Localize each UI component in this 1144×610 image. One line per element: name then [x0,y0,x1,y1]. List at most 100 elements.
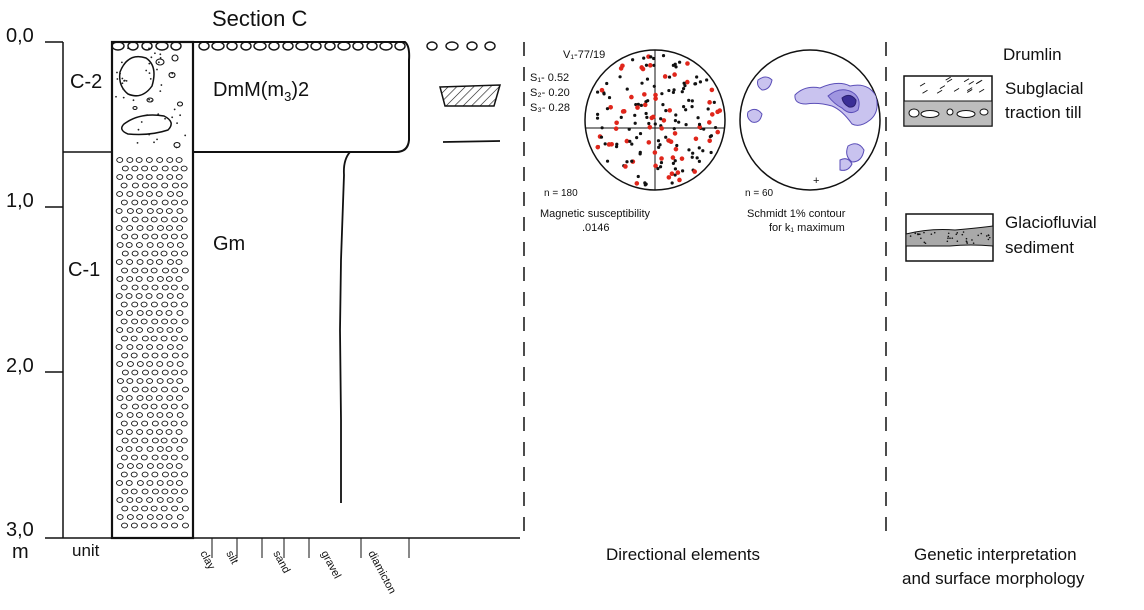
black-point [605,107,610,111]
till-matrix-dot [171,72,174,75]
gravel-clast [146,344,154,350]
s1-label: S₁- 0.52 [530,72,569,84]
till-matrix-dot [148,98,151,101]
black-point [647,121,651,126]
gravel-clast [156,378,164,384]
gravel-clast [141,386,149,393]
till-swatch-clast [920,110,940,118]
gravel-clast [116,174,124,180]
surface-pebble [141,41,153,51]
till-label-2: traction till [1005,103,1082,122]
red-point [677,177,682,183]
gravel-clast [121,505,129,512]
till-matrix-dot [115,95,117,98]
glaciofluvial-dot [947,235,950,238]
section-title: Section C [212,6,307,31]
gravel-clast [166,225,173,231]
glaciofluvial-dot [930,233,933,235]
gravel-clast [156,208,164,214]
red-point [642,92,647,97]
till-clast [171,54,179,62]
till-swatch-dash [936,89,943,94]
glaciofluvial-dot [909,235,912,237]
surface-pebble [379,41,393,51]
gravel-clast [156,293,164,299]
gravel-clast [180,165,188,172]
gravel-clast [167,242,174,248]
black-point [673,167,678,171]
gravel-clast [136,361,144,367]
gravel-clast [131,182,139,189]
black-point [652,63,656,67]
gravel-clast [125,174,133,180]
till-matrix-dot [149,77,152,80]
contour-areas [747,76,878,171]
legend-subglacial-till: Subglacial traction till [903,75,1083,127]
till-matrix-dot [116,71,118,74]
till-matrix-dot [119,72,121,75]
gravel-clast [180,369,188,376]
gravel-clast [121,386,129,393]
red-point [623,164,628,169]
till-swatch-dash [963,78,970,83]
black-point [671,90,676,95]
till-swatch-dash [968,80,974,85]
red-point [642,102,648,108]
legend-glaciofluvial: Glaciofluvial sediment [905,213,1097,262]
gravel-clast [131,165,139,172]
till-swatch-clast [956,110,976,118]
black-point [690,105,694,109]
black-point [658,165,663,169]
gravel-clast [170,454,178,461]
black-point [659,117,663,121]
red-point [649,115,655,121]
gravel-clast [136,310,144,316]
till-swatch-clast [979,108,989,116]
gravel-clast [150,267,158,274]
gravel-clast [126,327,134,333]
till-matrix-dot [150,56,153,59]
black-point [693,82,698,86]
black-point [639,103,643,108]
black-point [698,80,703,84]
red-point [595,144,601,150]
grain-size-scale: clay silt sand gravel diamicton [197,538,410,596]
surface-pebble [337,41,351,51]
red-point [620,109,626,114]
black-point [640,81,644,85]
black-point [697,146,701,150]
gravel-clast [155,191,163,197]
surface-pebble [295,41,309,51]
gravel-clast [135,446,143,452]
gravel-clast [131,301,139,308]
gravel-clast [116,463,124,469]
gravel-clast [116,157,124,163]
glaciofluvial-dot [977,234,980,237]
gravel-clast [156,412,164,418]
till-pattern [115,47,187,149]
red-point [675,170,681,175]
gravel-clast [140,318,148,325]
gravel-clast [130,522,138,529]
till-matrix-dot [146,114,149,116]
gravel-clast [141,199,148,206]
till-matrix-dot [121,77,124,80]
till-swatch-dash [922,89,928,94]
structure-symbols [439,84,502,143]
surface-pebble [170,41,182,51]
red-point [653,163,658,169]
glaciofluvial-dot [965,240,968,242]
black-point [712,100,716,104]
gravel-clast [150,386,158,393]
till-swatch-dash [939,85,946,89]
gravel-clast [135,242,143,248]
gravel-clast [161,488,169,495]
depth-unit-label: m [12,541,29,563]
grain-size-profile [111,41,496,503]
gravel-clast [127,361,134,367]
till-matrix-dot [148,47,150,50]
black-point [657,145,661,150]
gravel-clast [142,182,149,189]
surface-pebble [268,41,280,51]
gravel-clast [181,488,188,495]
